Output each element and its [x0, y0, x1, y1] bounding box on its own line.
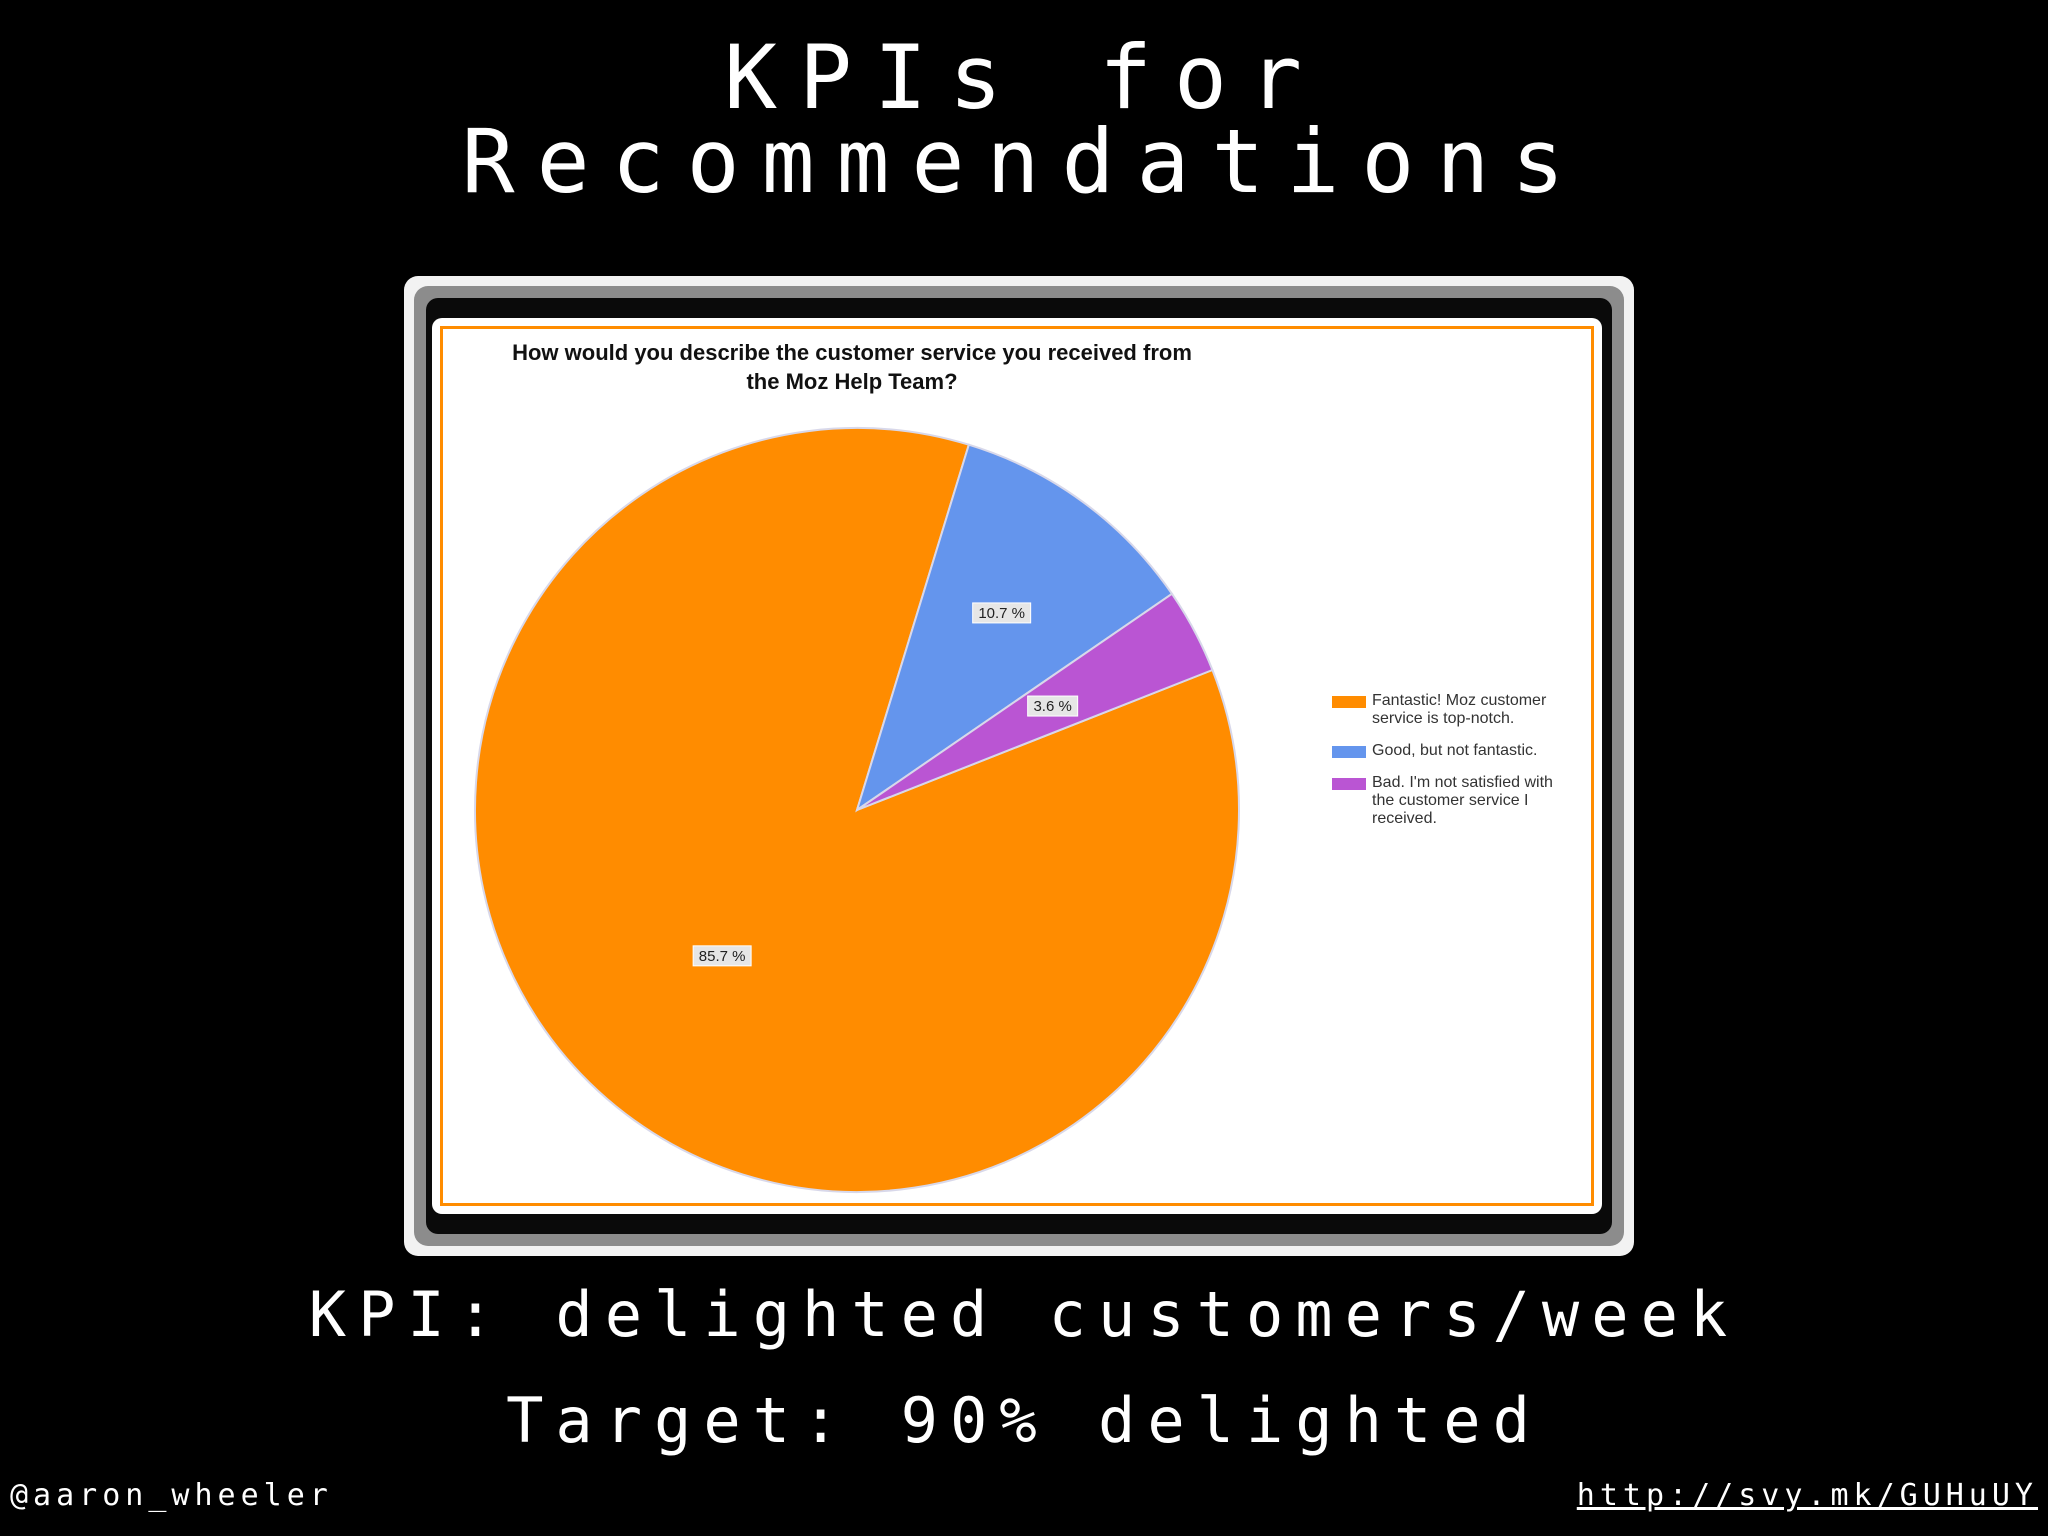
chart-legend: Fantastic! Moz customer service is top-n…	[1332, 692, 1572, 842]
author-handle: @aaron_wheeler	[10, 1478, 333, 1513]
legend-swatch	[1332, 746, 1366, 758]
legend-swatch	[1332, 696, 1366, 708]
survey-link[interactable]: http://svy.mk/GUHuUY	[1576, 1478, 2038, 1513]
slice-label-3: 3.6 %	[1027, 695, 1079, 717]
chart-panel-border	[440, 326, 1594, 1206]
svg-text:3.6 %: 3.6 %	[1033, 698, 1071, 715]
pie-chart: 85.7 % 10.7 % 3.6 %	[474, 427, 1240, 1193]
target-statement: Target: 90% delighted	[506, 1384, 1542, 1457]
svg-text:10.7 %: 10.7 %	[978, 605, 1025, 622]
chart-title: How would you describe the customer serv…	[512, 340, 1192, 394]
legend-item-2: Good, but not fantastic.	[1332, 742, 1572, 760]
svg-text:85.7 %: 85.7 %	[699, 948, 746, 965]
legend-label: Fantastic! Moz customer service is top-n…	[1372, 692, 1547, 727]
kpi-statement: KPI: delighted customers/week	[308, 1278, 1740, 1351]
chart-panel: How would you describe the customer serv…	[432, 318, 1602, 1214]
legend-label: Good, but not fantastic.	[1372, 742, 1538, 759]
legend-item-3: Bad. I'm not satisfied with the customer…	[1332, 774, 1572, 828]
legend-swatch	[1332, 778, 1366, 790]
pie-slice-2	[855, 443, 1174, 813]
slice-label-1: 85.7 %	[692, 945, 752, 967]
slide-title-line-1: KPIs for	[724, 26, 1324, 129]
legend-label: Bad. I'm not satisfied with the customer…	[1372, 774, 1553, 827]
legend-item-1: Fantastic! Moz customer service is top-n…	[1332, 692, 1572, 728]
slice-label-2: 10.7 %	[972, 602, 1032, 624]
slide-title-line-2: Recommendations	[461, 110, 1587, 213]
